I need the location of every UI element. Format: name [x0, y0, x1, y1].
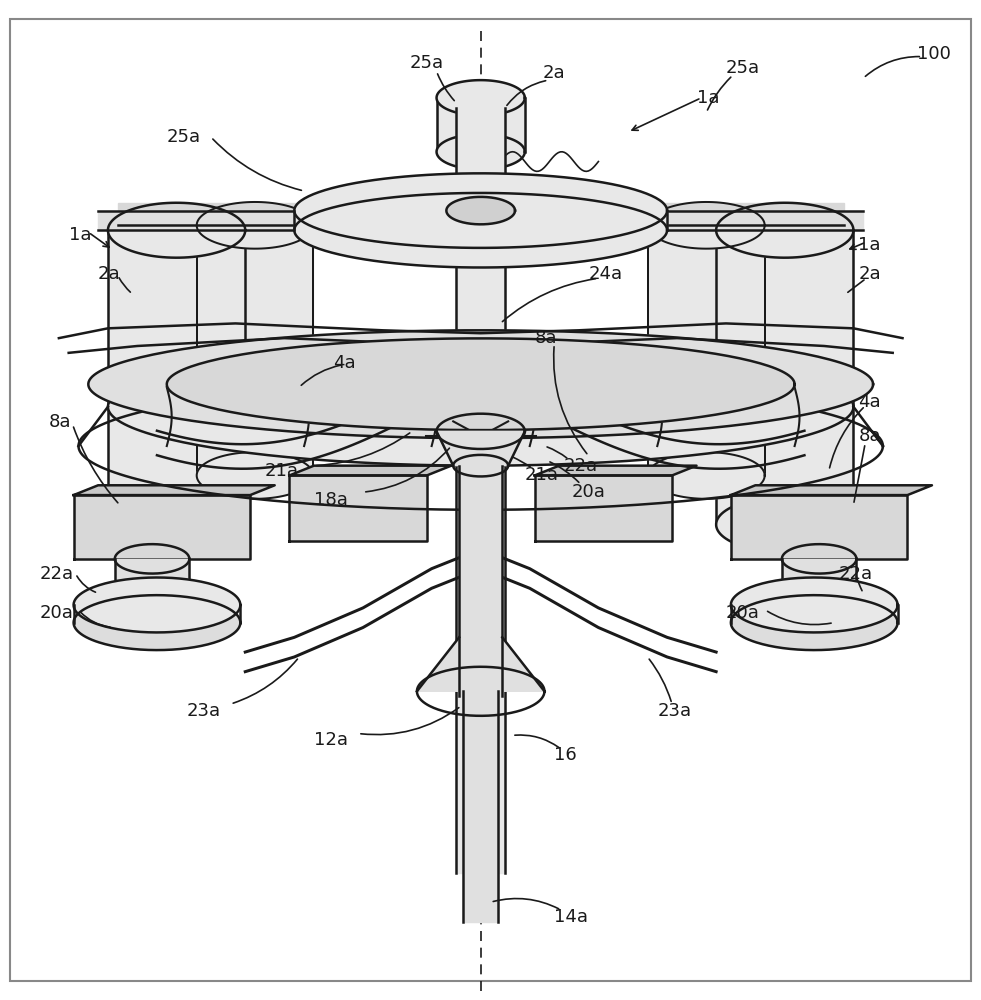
- Text: 12a: 12a: [314, 731, 348, 749]
- Polygon shape: [667, 211, 863, 230]
- Text: 25a: 25a: [410, 54, 443, 72]
- Text: 1a: 1a: [858, 236, 881, 254]
- Text: 20a: 20a: [572, 483, 606, 501]
- Polygon shape: [716, 497, 853, 552]
- Polygon shape: [108, 230, 245, 525]
- Polygon shape: [108, 348, 853, 466]
- Text: 4a: 4a: [334, 354, 356, 372]
- Text: 25a: 25a: [726, 59, 760, 77]
- Polygon shape: [648, 202, 765, 249]
- Polygon shape: [731, 595, 898, 650]
- Polygon shape: [437, 431, 525, 466]
- Polygon shape: [108, 203, 245, 258]
- Text: 1a: 1a: [697, 89, 719, 107]
- Text: 2a: 2a: [542, 64, 566, 82]
- Polygon shape: [197, 202, 314, 249]
- Text: 25a: 25a: [167, 128, 201, 146]
- Polygon shape: [118, 203, 844, 216]
- Text: 23a: 23a: [186, 702, 221, 720]
- Text: 4a: 4a: [858, 393, 881, 411]
- Polygon shape: [417, 637, 544, 691]
- Text: 22a: 22a: [39, 565, 74, 583]
- Text: 21a: 21a: [525, 466, 559, 484]
- Polygon shape: [289, 466, 451, 475]
- Polygon shape: [167, 338, 795, 430]
- Polygon shape: [294, 211, 667, 230]
- Polygon shape: [437, 98, 525, 152]
- Text: 100: 100: [917, 45, 952, 63]
- Polygon shape: [463, 691, 498, 922]
- Polygon shape: [446, 197, 515, 224]
- Polygon shape: [108, 497, 245, 552]
- Polygon shape: [731, 495, 907, 559]
- Polygon shape: [115, 559, 189, 613]
- Text: 8a: 8a: [535, 329, 557, 347]
- Text: 1a: 1a: [69, 226, 91, 244]
- Polygon shape: [197, 452, 314, 499]
- Polygon shape: [731, 485, 932, 495]
- Polygon shape: [535, 466, 697, 475]
- Polygon shape: [289, 475, 427, 541]
- Polygon shape: [74, 485, 275, 495]
- Polygon shape: [731, 577, 898, 632]
- Polygon shape: [74, 595, 240, 650]
- Polygon shape: [197, 225, 314, 475]
- Polygon shape: [98, 211, 294, 230]
- Text: 20a: 20a: [726, 604, 760, 622]
- Polygon shape: [648, 452, 765, 499]
- Polygon shape: [716, 230, 853, 525]
- Polygon shape: [459, 466, 502, 696]
- Polygon shape: [535, 475, 672, 541]
- Text: 22a: 22a: [839, 565, 873, 583]
- Text: 2a: 2a: [98, 265, 121, 283]
- Polygon shape: [294, 193, 667, 268]
- Polygon shape: [647, 225, 765, 475]
- Text: 18a: 18a: [314, 491, 348, 509]
- Polygon shape: [88, 330, 873, 438]
- Polygon shape: [782, 559, 856, 613]
- Text: 8a: 8a: [858, 427, 881, 445]
- Text: 22a: 22a: [564, 457, 598, 475]
- Polygon shape: [74, 577, 240, 632]
- Text: 2a: 2a: [858, 265, 881, 283]
- Text: 16: 16: [554, 746, 577, 764]
- Text: 23a: 23a: [657, 702, 692, 720]
- Text: 21a: 21a: [265, 462, 299, 480]
- Polygon shape: [716, 203, 853, 258]
- Polygon shape: [437, 80, 525, 115]
- Text: 24a: 24a: [589, 265, 623, 283]
- Text: 20a: 20a: [39, 604, 74, 622]
- Text: 8a: 8a: [49, 413, 72, 431]
- Polygon shape: [294, 173, 667, 248]
- Polygon shape: [437, 134, 525, 169]
- Polygon shape: [456, 108, 505, 873]
- Polygon shape: [74, 495, 250, 559]
- Text: 14a: 14a: [554, 908, 589, 926]
